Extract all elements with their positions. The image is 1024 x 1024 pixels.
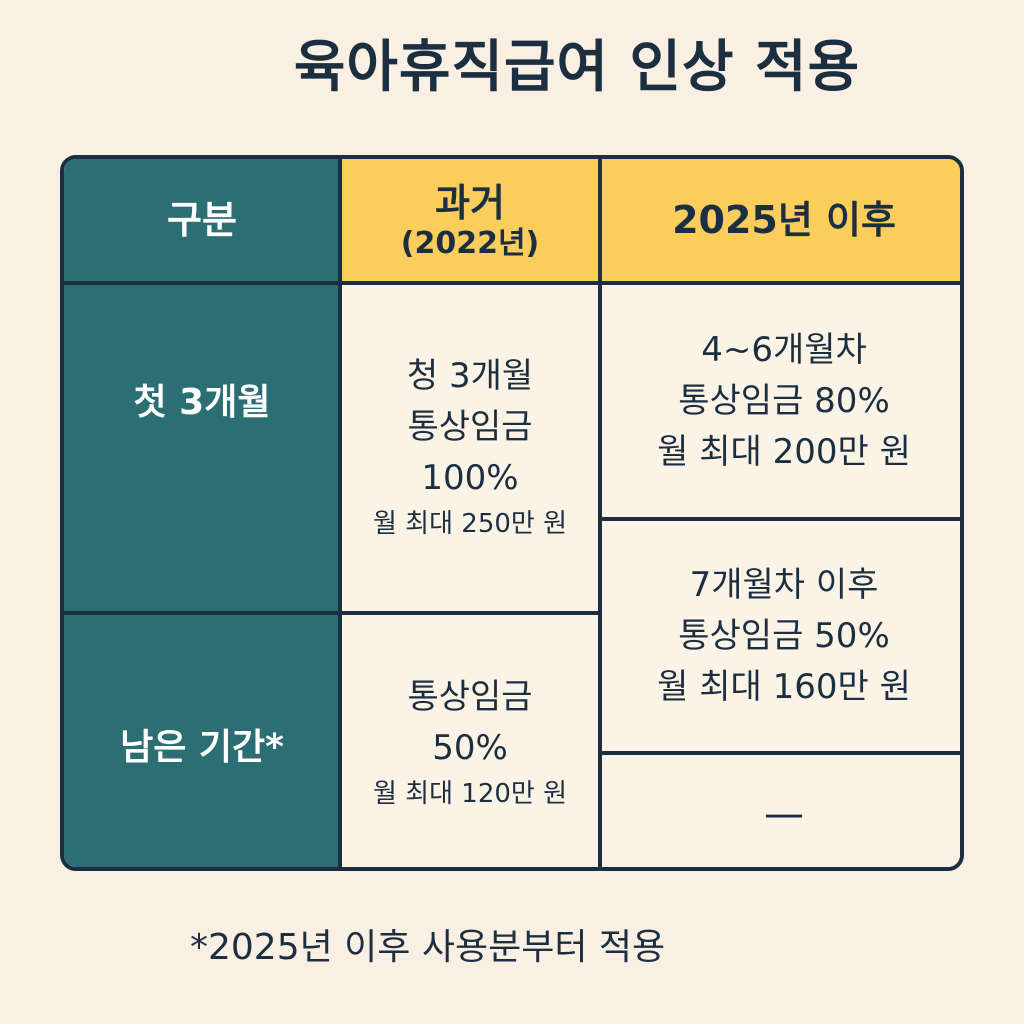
past-first3-line4: 월 최대 250만 원	[372, 508, 568, 539]
header-past-label: 과거	[435, 180, 505, 225]
past-first3-line1: 청 3개월	[406, 355, 534, 396]
header-after-label: 2025년 이후	[672, 198, 896, 243]
after-4to6-cell: 4~6개월차 통상임금 80% 월 최대 200만 원	[600, 283, 960, 519]
past-first3-line3: 100%	[421, 457, 519, 498]
header-past-year: (2022년)	[400, 225, 540, 261]
past-first3-line2: 통상임금	[407, 406, 533, 447]
header-category-cell: 구분	[64, 159, 340, 283]
header-past-cell: 과거 (2022년)	[340, 159, 600, 283]
after-7plus-line2: 통상임금 50%	[678, 615, 890, 656]
after-empty-dash: —	[764, 791, 804, 837]
after-7plus-cell: 7개월차 이후 통상임금 50% 월 최대 160만 원	[600, 519, 960, 753]
benefit-comparison-table: 구분 과거 (2022년) 2025년 이후 첫 3개월 남은 기간* 청 3개…	[60, 155, 964, 871]
after-empty-cell: —	[600, 753, 960, 867]
after-7plus-line1: 7개월차 이후	[689, 564, 879, 605]
row-label-first3: 첫 3개월	[133, 382, 271, 423]
after-7plus-line3: 월 최대 160만 원	[657, 666, 911, 707]
grid-line-v1	[338, 159, 342, 867]
footnote: *2025년 이후 사용분부터 적용	[190, 927, 666, 968]
past-remaining-line2: 50%	[432, 728, 508, 769]
grid-line-after-split2	[600, 751, 960, 755]
grid-line-header	[64, 281, 960, 285]
after-4to6-line1: 4~6개월차	[701, 329, 867, 370]
grid-line-row-split	[64, 611, 600, 615]
past-remaining-line3: 월 최대 120만 원	[372, 779, 568, 810]
past-remaining-line1: 통상임금	[407, 677, 533, 718]
past-first3-cell: 청 3개월 통상임금 100% 월 최대 250만 원	[340, 283, 600, 613]
after-4to6-line2: 통상임금 80%	[678, 380, 890, 421]
grid-line-v2	[598, 159, 602, 867]
header-after-cell: 2025년 이후	[600, 159, 960, 283]
grid-line-after-split1	[600, 517, 960, 521]
header-category-label: 구분	[167, 198, 237, 243]
after-4to6-line3: 월 최대 200만 원	[657, 431, 911, 472]
page-title: 육아휴직급여 인상 적용	[293, 35, 861, 100]
past-remaining-cell: 통상임금 50% 월 최대 120만 원	[340, 613, 600, 867]
row-label-remaining: 남은 기간*	[120, 727, 284, 768]
row-label-first3-cell: 첫 3개월	[64, 283, 340, 613]
row-label-remaining-cell: 남은 기간*	[64, 613, 340, 867]
